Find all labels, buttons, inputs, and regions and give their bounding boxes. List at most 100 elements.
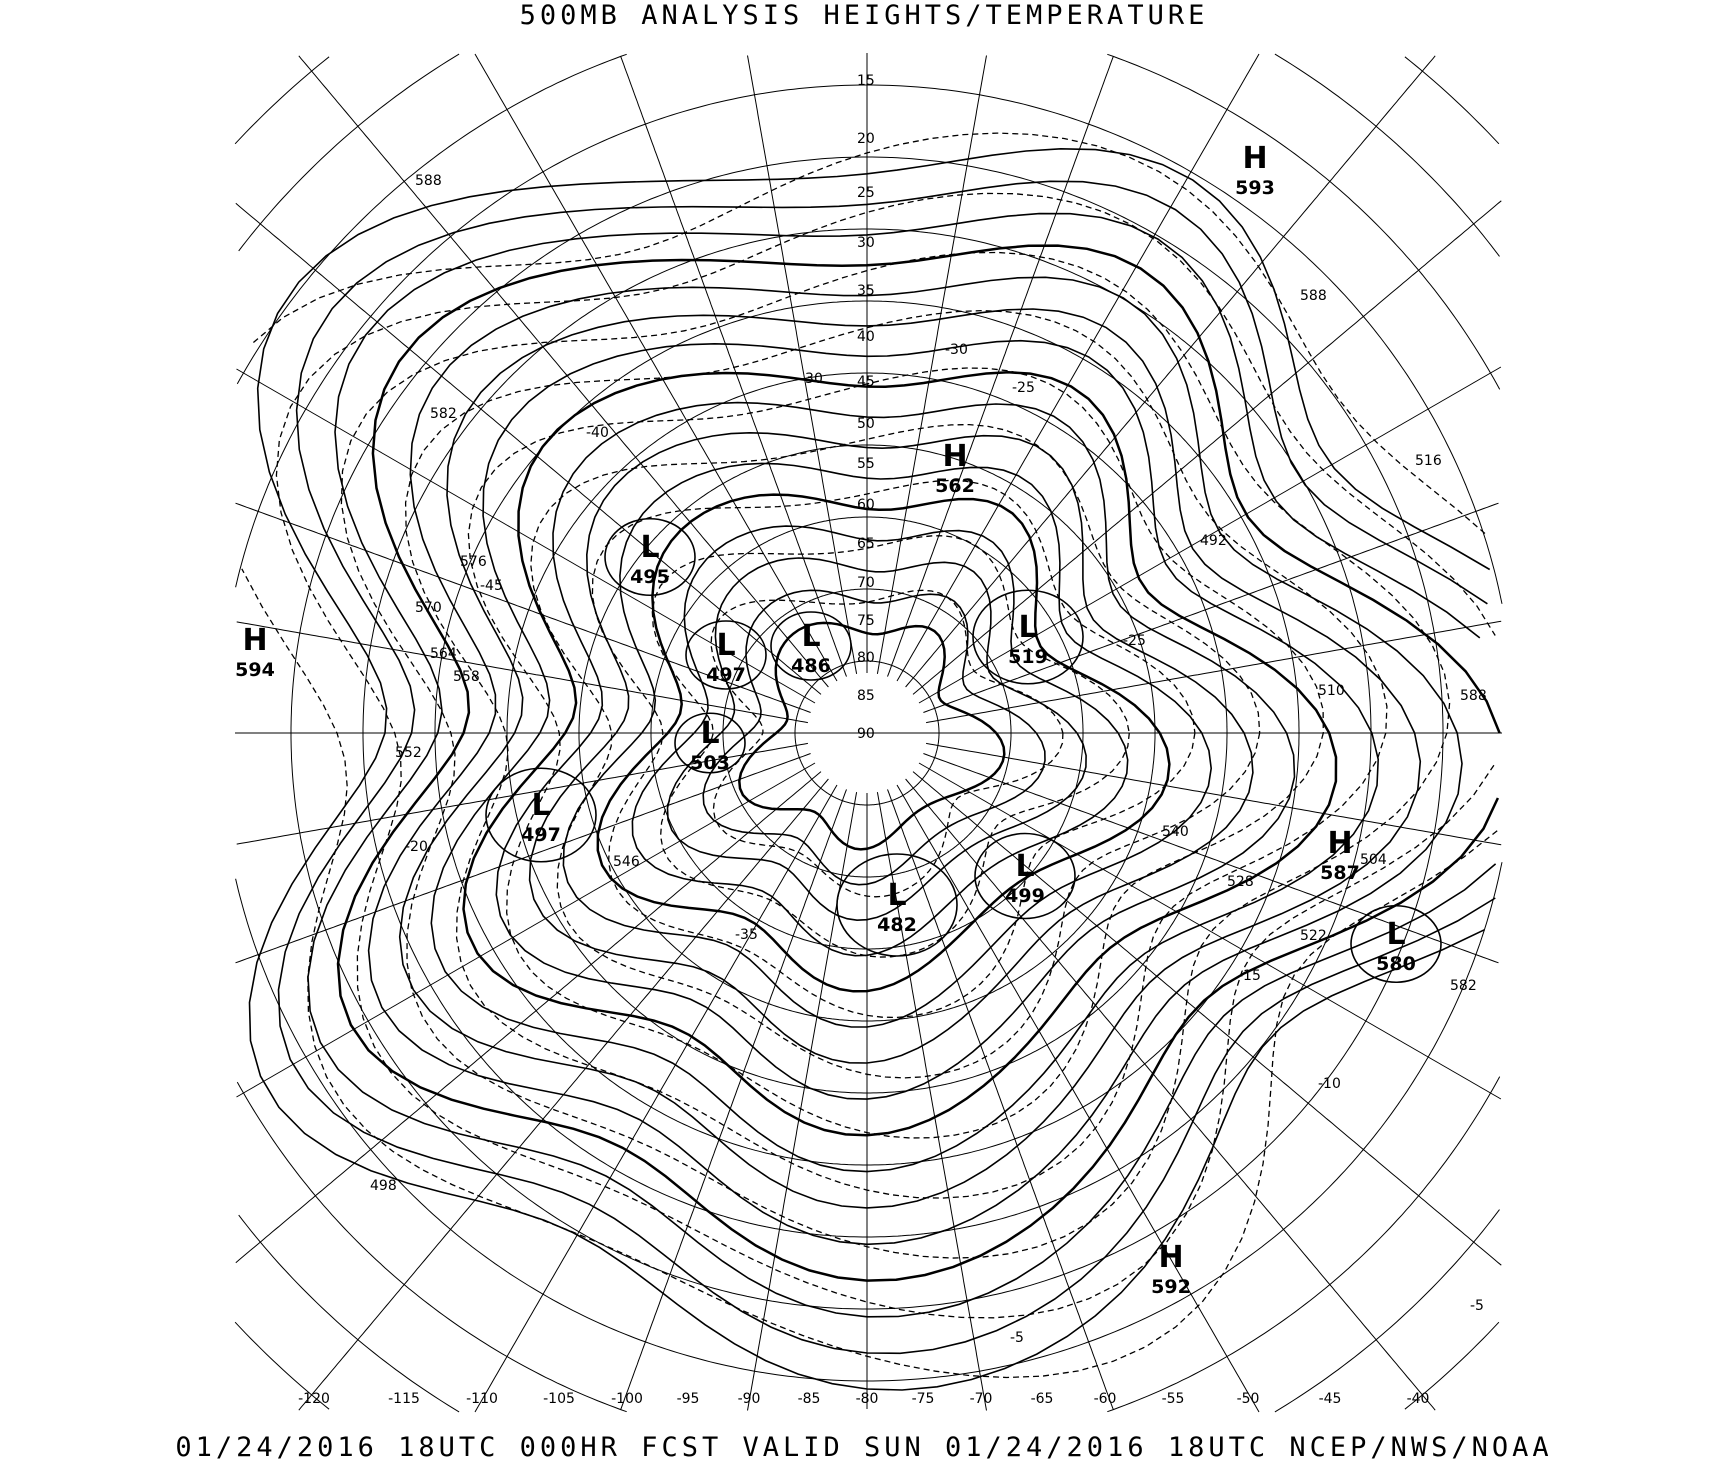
closed-contour xyxy=(685,620,767,690)
latitude-label: 70 xyxy=(857,575,875,591)
latitude-label: 65 xyxy=(857,536,875,552)
valid-time-footer: 01/24/2016 18UTC 000HR FCST VALID SUN 01… xyxy=(175,1432,1553,1463)
center-height-value: 497 xyxy=(706,664,746,686)
meridian xyxy=(876,55,987,674)
latitude-circle xyxy=(238,53,1500,1413)
latitude-label: 80 xyxy=(857,650,875,666)
latitude-label: 50 xyxy=(857,416,875,432)
height-label: 510 xyxy=(1318,683,1345,699)
temperature-contours xyxy=(241,132,1498,1379)
temperature-isotherm xyxy=(404,309,1388,1199)
longitude-label: -105 xyxy=(543,1391,575,1407)
temperature-label: -40 xyxy=(586,425,609,441)
low-pressure-marker: L xyxy=(531,788,550,823)
meridian xyxy=(887,56,1114,677)
center-height-value: 495 xyxy=(630,566,670,588)
closed-contour xyxy=(674,712,746,774)
meridian xyxy=(918,762,1502,1100)
chart-title: 500MB ANALYSIS HEIGHTS/TEMPERATURE xyxy=(519,0,1209,31)
longitude-label: -55 xyxy=(1162,1391,1185,1407)
temperature-label: -30 xyxy=(945,342,968,358)
meridian xyxy=(620,56,847,677)
contour-labels: 15 20 25 30 35 40 45 50 55 60 65 70 75 80 85 90 588 582 57… xyxy=(370,73,1487,1346)
latitude-circle xyxy=(235,84,1503,1382)
longitude-label: -95 xyxy=(677,1391,700,1407)
center-height-value: 519 xyxy=(1008,646,1048,668)
latitude-circle xyxy=(234,56,1500,1410)
temperature-label: -25 xyxy=(1123,633,1146,649)
high-pressure-marker: H xyxy=(242,623,267,658)
meridian xyxy=(474,784,838,1413)
longitude-label: -80 xyxy=(856,1391,879,1407)
low-pressure-marker: L xyxy=(640,530,659,565)
longitude-label: -60 xyxy=(1094,1391,1117,1407)
height-contour xyxy=(430,339,1380,1173)
height-label: 588 xyxy=(1300,288,1327,304)
latitude-circle xyxy=(236,53,1501,1413)
temperature-label: -35 xyxy=(735,927,758,943)
height-label: 498 xyxy=(370,1178,397,1194)
low-pressure-marker: L xyxy=(801,619,820,654)
meridian xyxy=(926,620,1502,724)
meridian xyxy=(474,53,838,682)
closed-contour xyxy=(972,589,1084,685)
low-pressure-marker: L xyxy=(1018,610,1037,645)
height-label: 540 xyxy=(1162,824,1189,840)
center-height-value: 587 xyxy=(1320,862,1360,884)
latitude-label: 40 xyxy=(857,329,875,345)
temperature-label: -25 xyxy=(1012,380,1035,396)
longitude-label: -115 xyxy=(388,1391,420,1407)
temperature-label: -20 xyxy=(405,839,428,855)
height-contour xyxy=(562,462,1213,1028)
longitude-label: -45 xyxy=(1319,1391,1342,1407)
closed-contour xyxy=(974,832,1076,920)
temperature-isotherm xyxy=(467,367,1324,1139)
height-contour xyxy=(398,308,1422,1209)
longitude-label: -90 xyxy=(738,1391,761,1407)
height-label: 504 xyxy=(1360,852,1387,868)
temperature-isotherm xyxy=(651,535,1130,958)
meridian xyxy=(620,789,847,1410)
meridian xyxy=(236,762,816,1098)
height-label: 522 xyxy=(1300,928,1327,944)
meridian xyxy=(236,742,808,845)
meridian xyxy=(896,784,1260,1413)
height-label: 546 xyxy=(613,854,640,870)
latitude-label: 20 xyxy=(857,131,875,147)
low-pressure-marker: L xyxy=(1015,849,1034,884)
high-pressure-marker: H xyxy=(1158,1240,1183,1275)
meridian xyxy=(923,502,1499,713)
low-pressure-marker: L xyxy=(887,878,906,913)
longitude-label: -110 xyxy=(466,1391,498,1407)
center-height-value: 499 xyxy=(1005,885,1045,907)
low-pressure-marker: L xyxy=(716,628,735,663)
latitude-label: 30 xyxy=(857,235,875,251)
meridian xyxy=(235,771,822,1264)
center-height-value: 593 xyxy=(1235,177,1275,199)
pressure-centers: H594H593H562L495L497L486L519L503L497L499… xyxy=(235,141,1416,1298)
longitude-label: -70 xyxy=(970,1391,993,1407)
height-label: 570 xyxy=(415,600,442,616)
center-height-value: 503 xyxy=(690,752,730,774)
center-height-value: 562 xyxy=(935,475,975,497)
meridian xyxy=(912,200,1502,695)
height-label: 492 xyxy=(1200,533,1227,549)
temperature-isotherm xyxy=(530,423,1261,1079)
meridian xyxy=(905,778,1436,1411)
height-label: 582 xyxy=(1450,978,1477,994)
longitude-label: -85 xyxy=(798,1391,821,1407)
latitude-label: 45 xyxy=(857,374,875,390)
meridian xyxy=(926,742,1502,846)
latitude-label: 15 xyxy=(857,73,875,89)
height-label: 528 xyxy=(1227,874,1254,890)
meridian xyxy=(918,366,1502,704)
longitude-label: -40 xyxy=(1407,1391,1430,1407)
meridian xyxy=(912,771,1502,1266)
temperature-label: -45 xyxy=(480,578,503,594)
center-height-value: 592 xyxy=(1151,1276,1191,1298)
temperature-isotherm xyxy=(710,589,1064,898)
latitude-label: 55 xyxy=(857,456,875,472)
height-contour xyxy=(248,147,1491,1391)
meridian xyxy=(876,792,987,1411)
height-label: 564 xyxy=(430,646,457,662)
